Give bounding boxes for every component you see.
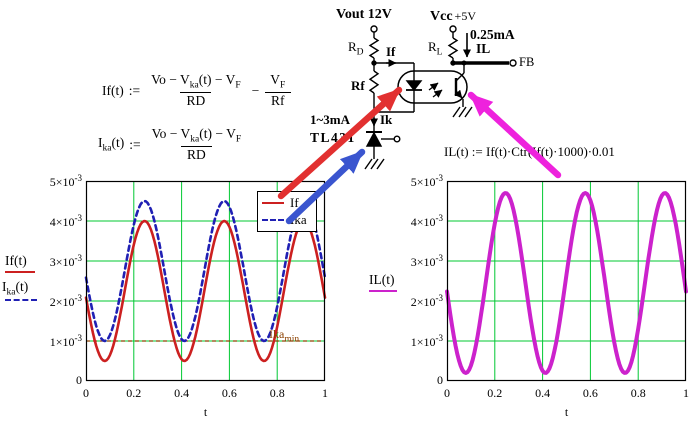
y-tick-label: 0 [437, 373, 443, 387]
trace-label-il: IL(t) [369, 272, 395, 287]
formula-if-lhs: If(t) [102, 82, 124, 98]
assign-operator: := [129, 136, 141, 152]
series-ika [84, 199, 327, 343]
formula-il[interactable]: IL(t) := If(t)·Ctr(If(t)·1000)·0.01 [444, 144, 615, 159]
vout-label: Vout 12V [336, 7, 392, 22]
x-tick-label: 0 [444, 386, 450, 400]
x-tick-label: 0.2 [487, 386, 503, 400]
trace-underline-if [5, 271, 35, 273]
x-tick-label: 0.6 [221, 386, 237, 400]
series-il [445, 191, 688, 375]
if-wire-label: If [386, 44, 396, 59]
x-tick-label: 0.4 [535, 386, 551, 400]
y-tick-label: 4×10-3 [49, 213, 82, 229]
legend-label-if: If [290, 194, 299, 210]
plot-if-ika[interactable] [84, 180, 327, 382]
assign-operator: := [128, 82, 141, 98]
minus-operator: − [251, 82, 260, 98]
x-tick-label: 1 [322, 386, 328, 400]
rd-label: RD [348, 39, 364, 58]
x-axis-label: t [564, 405, 569, 419]
y-tick-label: 5×10-3 [410, 173, 443, 189]
rf-label: Rf [351, 78, 365, 93]
legend[interactable]: If Ika [257, 191, 317, 232]
x-tick-label: 0.8 [630, 386, 646, 400]
y-tick-label: 1×10-3 [49, 333, 82, 349]
ik-label: Ik [380, 112, 393, 127]
fraction: Vo − Vka(t) − VF RD [151, 126, 242, 163]
trace-underline-il [369, 290, 397, 292]
trace-underline-ika [5, 299, 37, 301]
vcc-value: +5V [454, 9, 476, 23]
series-if [84, 219, 327, 363]
trace-label-ika: Ika(t) [2, 279, 29, 298]
y-tick-label: 2×10-3 [410, 293, 443, 309]
legend-entry-ika: Ika [262, 212, 312, 228]
legend-entry-if: If [262, 195, 312, 211]
bias-current-label: 0.25mA [470, 27, 515, 42]
ik-range-label: 1~3mA [310, 112, 350, 127]
fb-label: FB [519, 55, 535, 69]
x-tick-label: 0.2 [126, 386, 142, 400]
x-tick-label: 1 [683, 386, 689, 400]
legend-label-ika: Ika [290, 212, 307, 228]
marker-label: Ikamin [269, 327, 300, 345]
fraction: VF Rf [264, 72, 291, 109]
y-tick-label: 3×10-3 [410, 253, 443, 269]
x-tick-label: 0.4 [174, 386, 190, 400]
y-tick-label: 5×10-3 [49, 173, 82, 189]
tl431-label: TL431 [310, 130, 356, 145]
fraction: Vo − Vka(t) − VF RD [151, 72, 241, 109]
trace-label-if: If(t) [5, 253, 27, 268]
y-tick-label: 3×10-3 [49, 253, 82, 269]
rl-label: RL [428, 39, 443, 58]
y-tick-label: 0 [76, 373, 82, 387]
y-tick-label: 1×10-3 [410, 333, 443, 349]
formula-ika-lhs: Ika(t) [98, 135, 125, 154]
x-tick-label: 0 [83, 386, 89, 400]
x-tick-label: 0.8 [269, 386, 285, 400]
x-tick-label: 0.6 [582, 386, 598, 400]
x-axis-label: t [203, 405, 208, 419]
plot-il[interactable] [445, 180, 688, 382]
legend-line-ika [262, 219, 284, 222]
y-tick-label: 4×10-3 [410, 213, 443, 229]
formula-ika[interactable]: Ika(t) := Vo − Vka(t) − VF RD [98, 126, 247, 163]
y-tick-label: 2×10-3 [49, 293, 82, 309]
vcc-label: Vcc [430, 9, 453, 24]
il-current-label: IL [476, 41, 491, 56]
legend-line-if [262, 201, 284, 204]
formula-if[interactable]: If(t) := Vo − Vka(t) − VF RD − VF Rf [102, 72, 291, 109]
